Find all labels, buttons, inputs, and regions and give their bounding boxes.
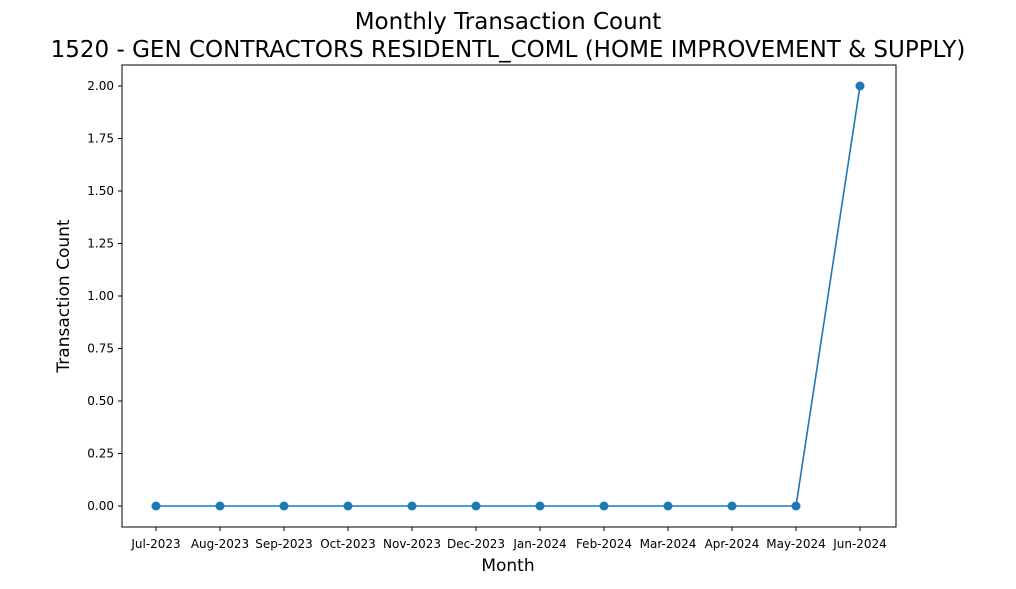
data-point xyxy=(407,501,417,511)
y-tick-label: 0.00 xyxy=(87,499,114,513)
x-tick-label: Jan-2024 xyxy=(512,537,566,551)
y-tick-label: 2.00 xyxy=(87,79,114,93)
x-tick-label: Mar-2024 xyxy=(640,537,697,551)
y-tick-label: 1.25 xyxy=(87,237,114,251)
y-tick-label: 0.50 xyxy=(87,394,114,408)
series-line xyxy=(156,85,861,507)
data-point xyxy=(471,501,481,511)
data-point xyxy=(663,501,673,511)
data-point xyxy=(599,501,609,511)
data-point xyxy=(535,501,545,511)
x-tick-label: Oct-2023 xyxy=(320,537,376,551)
x-tick-label: Aug-2023 xyxy=(191,537,249,551)
x-tick-label: Feb-2024 xyxy=(576,537,632,551)
chart-subtitle: 1520 - GEN CONTRACTORS RESIDENTL_COML (H… xyxy=(51,37,966,63)
x-tick-label: Sep-2023 xyxy=(255,537,313,551)
y-axis-label: Transaction Count xyxy=(54,219,74,373)
data-point xyxy=(855,81,865,91)
chart-title: Monthly Transaction Count xyxy=(355,9,662,35)
x-tick-label: May-2024 xyxy=(766,537,825,551)
x-tick-label: Jun-2024 xyxy=(832,537,887,551)
x-tick-label: Nov-2023 xyxy=(383,537,441,551)
data-point xyxy=(343,501,353,511)
data-point xyxy=(215,501,225,511)
x-axis-label: Month xyxy=(481,556,534,576)
x-axis: Jul-2023 Aug-2023 Sep-2023 Oct-2023 Nov-2023… xyxy=(130,527,887,551)
y-tick-label: 1.75 xyxy=(87,132,114,146)
x-tick-label: Dec-2023 xyxy=(447,537,505,551)
y-tick-label: 1.50 xyxy=(87,184,114,198)
y-tick-label: 0.75 xyxy=(87,342,114,356)
x-tick-label: Jul-2023 xyxy=(130,537,180,551)
x-tick-label: Apr-2024 xyxy=(705,537,760,551)
data-point xyxy=(791,501,801,511)
plot-area xyxy=(121,64,897,528)
y-tick-label: 0.25 xyxy=(87,447,114,461)
series-layer xyxy=(151,81,865,511)
y-tick-label: 1.00 xyxy=(87,289,114,303)
data-point xyxy=(151,501,161,511)
data-point xyxy=(279,501,289,511)
y-axis: 0.00 0.25 0.50 0.75 1.00 1.25 1.50 1.75 2.00 xyxy=(87,79,122,513)
data-point xyxy=(727,501,737,511)
